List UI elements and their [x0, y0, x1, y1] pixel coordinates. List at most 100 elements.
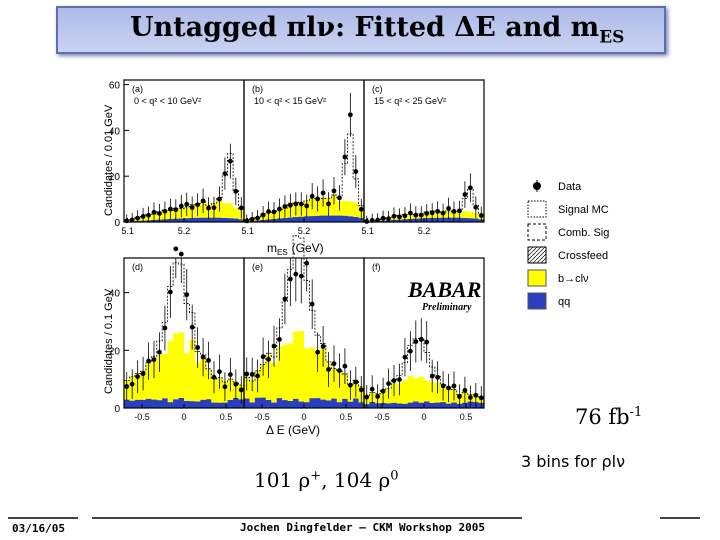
x-tick-label: 5.2	[418, 226, 431, 236]
legend-label: qq	[558, 296, 570, 308]
data-point	[271, 209, 277, 215]
footer-rule-left	[8, 517, 78, 519]
legend-label: b→clν	[558, 273, 589, 285]
data-point	[146, 358, 151, 364]
data-point	[337, 368, 342, 373]
slide-title: Untagged πlν: Fitted ΔE and mES	[130, 12, 624, 47]
data-point	[287, 276, 293, 282]
data-point	[364, 394, 370, 400]
legend-data-marker	[533, 182, 541, 190]
data-point	[369, 386, 375, 392]
data-point	[206, 205, 211, 211]
data-point	[315, 349, 321, 355]
title-main: Untagged πlν: Fitted ΔE and m	[130, 12, 600, 43]
panel-q2-range: 15 < q² < 25 GeV²	[374, 96, 446, 106]
data-point	[407, 348, 413, 354]
x-tick-label: -0.5	[134, 412, 150, 422]
legend-label: Crossfeed	[558, 250, 608, 262]
data-point	[342, 363, 348, 369]
data-point	[407, 210, 413, 216]
data-point	[189, 324, 195, 330]
data-point	[473, 392, 479, 398]
footer-rule-right	[660, 517, 700, 519]
counts-charged-sup: +	[310, 468, 322, 484]
legend-label: Data	[558, 181, 582, 193]
signal-mc-histogram	[363, 188, 484, 222]
data-point	[347, 112, 353, 118]
signal-mc-histogram	[363, 337, 484, 408]
fit-legend: Data Signal MC Comb. Sig Crossfeed b→clν qq	[527, 180, 609, 310]
data-point	[255, 215, 261, 221]
data-point	[217, 369, 222, 375]
y-tick-label: 40	[109, 289, 121, 300]
data-point	[222, 384, 228, 390]
data-point	[358, 387, 364, 393]
data-point	[462, 387, 468, 393]
bottom-panel-row: 40 20 0 (d) -0.5 0 0.5 (e) -0.5 0 0.5 (f) -0.5 0 0.5	[109, 235, 485, 422]
data-point	[178, 251, 184, 257]
data-point	[140, 371, 146, 377]
y-tick-label: 20	[109, 346, 121, 357]
top-x-axis-unit: (GeV)	[292, 241, 324, 255]
fit-figure: 60 40 20 0 (a) 0 < q² < 10 GeV² 5.1 5.2 (b) 10 < …	[103, 79, 485, 437]
top-x-axis-sub: ES	[277, 248, 288, 257]
data-point	[167, 289, 173, 295]
x-tick-label: 5.2	[298, 226, 311, 236]
data-point	[151, 357, 157, 362]
data-point	[298, 273, 304, 279]
bins-note: 3 bins for ρlν	[521, 452, 626, 471]
data-point	[353, 169, 359, 174]
data-point	[418, 337, 424, 342]
signal-mc-histogram	[243, 133, 364, 222]
panel-tag: (e)	[252, 262, 263, 272]
data-point	[402, 213, 408, 219]
data-point	[375, 217, 381, 223]
data-point	[298, 201, 304, 207]
data-point	[129, 217, 135, 223]
luminosity-label: 76 fb-1	[575, 405, 642, 429]
x-tick-label: 0	[181, 412, 186, 422]
data-point	[255, 373, 261, 379]
data-point	[146, 212, 151, 218]
data-point	[222, 171, 228, 176]
data-point	[446, 205, 451, 211]
luminosity-value: 76 fb	[575, 405, 630, 429]
data-point	[451, 209, 457, 214]
data-point	[277, 337, 282, 342]
data-point	[135, 215, 141, 221]
x-tick-label: 0	[421, 412, 426, 422]
data-point	[429, 210, 435, 216]
data-point	[473, 204, 479, 210]
footer-date: 03/16/05	[12, 522, 65, 535]
data-point	[249, 372, 255, 377]
bclnu-histogram	[244, 331, 364, 408]
bclnu-histogram	[124, 332, 244, 408]
data-point	[260, 354, 266, 360]
counts-neutral-sup: 0	[390, 468, 399, 484]
x-tick-label: 0	[301, 412, 306, 422]
footer-rule-center	[92, 517, 522, 519]
data-point	[206, 358, 211, 363]
data-point	[320, 344, 326, 349]
preliminary-label: Preliminary	[422, 302, 472, 313]
signal-mc-histogram	[243, 235, 364, 408]
data-point	[342, 154, 348, 160]
data-point	[457, 208, 462, 214]
data-point	[200, 198, 206, 204]
x-tick-label: -0.5	[254, 412, 270, 422]
data-point	[478, 395, 484, 401]
panel-tag: (b)	[252, 84, 263, 94]
data-point	[462, 192, 468, 197]
y-tick-label: 0	[114, 404, 120, 415]
data-point	[129, 381, 135, 387]
data-point	[200, 354, 206, 360]
data-point	[391, 213, 397, 219]
data-point	[189, 205, 195, 210]
data-point	[397, 377, 402, 382]
y-tick-label: 40	[109, 126, 121, 137]
babar-logo-text: BABAR	[407, 277, 481, 302]
panel-tag: (a)	[132, 84, 143, 94]
data-point	[315, 196, 321, 202]
top-panel-row: 60 40 20 0 (a) 0 < q² < 10 GeV² 5.1 5.2 (b) 10 < …	[109, 79, 485, 236]
data-point	[331, 188, 337, 194]
